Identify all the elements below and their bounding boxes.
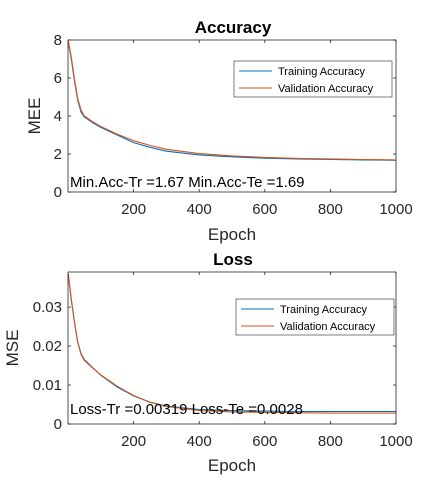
x-axis-label: Epoch: [208, 456, 256, 475]
chart-title: Loss: [213, 250, 253, 269]
annotation-text: Min.Acc-Tr =1.67 Min.Acc-Te =1.69: [70, 174, 305, 191]
legend-label-validation: Validation Accuracy: [280, 321, 376, 333]
y-tick-label: 0: [54, 416, 62, 433]
legend-label-training: Training Accuracy: [280, 304, 368, 316]
legend-box: [233, 60, 393, 98]
x-tick-label: 200: [121, 201, 146, 218]
legend-box: [235, 298, 395, 336]
x-tick-label: 400: [187, 433, 212, 450]
legend: Training Accuracy Validation Accuracy: [233, 60, 393, 98]
axes-box: [67, 271, 397, 425]
chart-1: Accuracy 200 400 600 800 1000 0 2 4 6 8 Epoch MEE Tra…: [25, 18, 413, 244]
y-tick-label: 0.01: [33, 377, 62, 394]
x-tick-label: 800: [318, 201, 343, 218]
y-tick-label: 8: [54, 32, 62, 49]
x-tick-label: 1000: [379, 201, 412, 218]
y-tick-label: 2: [54, 146, 62, 163]
y-tick-label: 4: [54, 108, 62, 125]
plot-area: [68, 272, 396, 424]
x-axis-label: Epoch: [208, 225, 256, 244]
x-tick-label: 800: [318, 433, 343, 450]
x-tick-label: 600: [252, 201, 277, 218]
series-line-validation: [67, 274, 396, 414]
chart-2: Loss 200 400 600 800 1000 0 0.01 0.02 0.03 Epoch MS…: [3, 250, 413, 475]
y-tick-label: 0.03: [33, 299, 62, 316]
legend: Training Accuracy Validation Accuracy: [235, 298, 395, 336]
y-tick-label: 0.02: [33, 338, 62, 355]
legend-label-training: Training Accuracy: [278, 66, 366, 78]
x-tick-label: 1000: [379, 433, 412, 450]
y-tick-label: 0: [54, 184, 62, 201]
chart-title: Accuracy: [195, 18, 272, 37]
y-tick-label: 6: [54, 70, 62, 87]
x-tick-label: 600: [252, 433, 277, 450]
y-axis-label: MSE: [3, 330, 22, 367]
x-tick-label: 200: [121, 433, 146, 450]
x-tick-label: 400: [187, 201, 212, 218]
legend-label-validation: Validation Accuracy: [278, 83, 374, 95]
series-line-validation: [67, 40, 397, 161]
y-axis-label: MEE: [25, 98, 44, 135]
annotation-text: Loss-Tr =0.00319 Loss-Te =0.0028: [70, 401, 303, 418]
